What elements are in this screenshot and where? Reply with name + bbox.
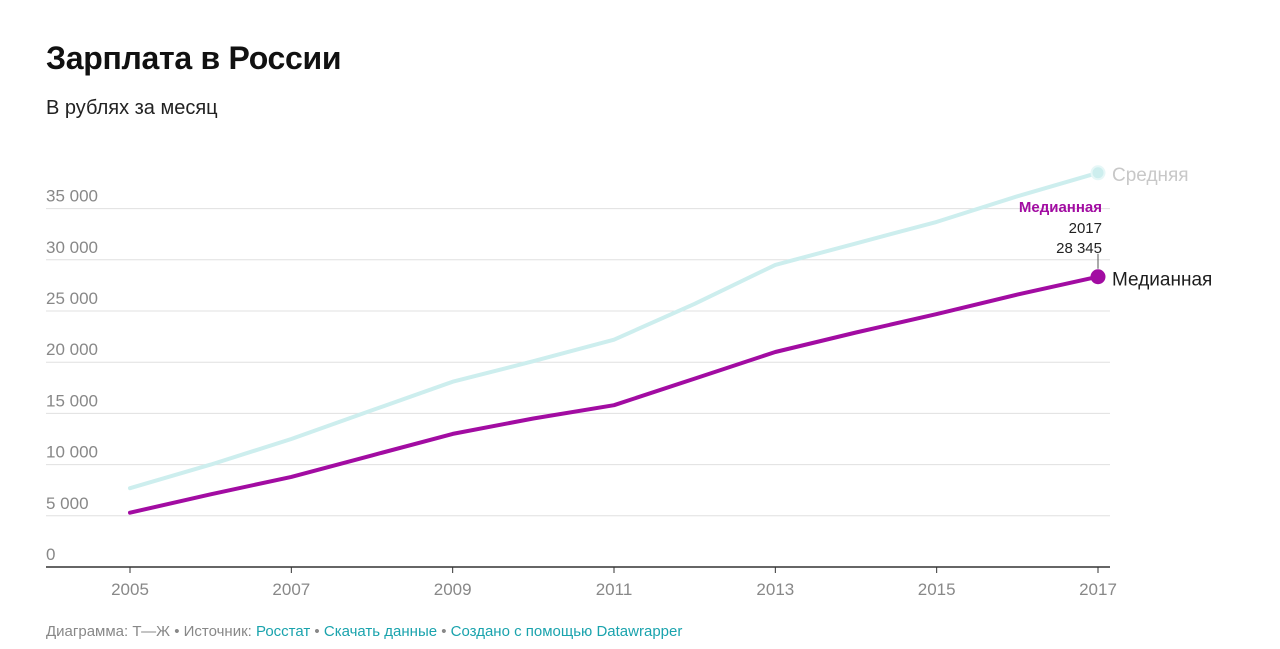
series-labels: Средняя Медианная xyxy=(1112,165,1212,291)
download-data-link[interactable]: Скачать данные xyxy=(323,623,438,640)
footer-separator: • xyxy=(310,623,324,640)
y-axis-ticks: 0 5 000 10 000 15 000 20 000 25 000 30 000 35 0… xyxy=(46,187,98,564)
average-series-label: Средняя xyxy=(1112,165,1189,186)
tooltip-annotation: Медианная 2017 28 345 xyxy=(1019,199,1102,269)
y-tick-label: 15 000 xyxy=(46,391,98,410)
datawrapper-link[interactable]: Создано с помощью Datawrapper xyxy=(450,623,683,640)
median-salary-endpoint xyxy=(1090,269,1106,285)
chart-subtitle: В рублях за месяц xyxy=(46,97,218,119)
median-series-label: Медианная xyxy=(1112,270,1212,291)
y-tick-label: 0 xyxy=(46,545,55,564)
x-tick-label: 2005 xyxy=(111,580,149,599)
annotation-value: 28 345 xyxy=(1056,240,1102,257)
annotation-year: 2017 xyxy=(1069,220,1102,237)
chart-title: Зарплата в России xyxy=(46,40,342,76)
x-tick-label: 2007 xyxy=(272,580,310,599)
series-lines xyxy=(128,165,1106,515)
footer-separator: • xyxy=(437,623,451,640)
x-axis-ticks: 2005 2007 2009 2011 2013 2015 2017 xyxy=(111,567,1117,599)
line-chart: 0 5 000 10 000 15 000 20 000 25 000 30 000 35 0… xyxy=(46,165,1212,599)
y-tick-label: 20 000 xyxy=(46,340,98,359)
annotation-series-name: Медианная xyxy=(1019,199,1102,216)
y-tick-label: 10 000 xyxy=(46,443,98,462)
x-tick-label: 2015 xyxy=(918,580,956,599)
x-tick-label: 2011 xyxy=(596,580,633,599)
median-salary-line xyxy=(128,274,1100,515)
x-tick-label: 2017 xyxy=(1079,580,1117,599)
y-tick-label: 35 000 xyxy=(46,187,98,206)
gridlines xyxy=(46,208,1110,568)
chart-footer: Диаграмма: Т—Ж • Источник: Росстат • Ска… xyxy=(46,623,682,640)
footer-prefix: Диаграмма: Т—Ж • Источник: xyxy=(46,623,256,640)
y-tick-label: 30 000 xyxy=(46,238,98,257)
x-tick-label: 2009 xyxy=(434,580,472,599)
x-tick-label: 2013 xyxy=(756,580,794,599)
source-link[interactable]: Росстат xyxy=(255,623,311,640)
y-tick-label: 25 000 xyxy=(46,289,98,308)
average-salary-line xyxy=(128,170,1100,491)
average-salary-endpoint xyxy=(1090,165,1106,181)
y-tick-label: 5 000 xyxy=(46,494,89,513)
